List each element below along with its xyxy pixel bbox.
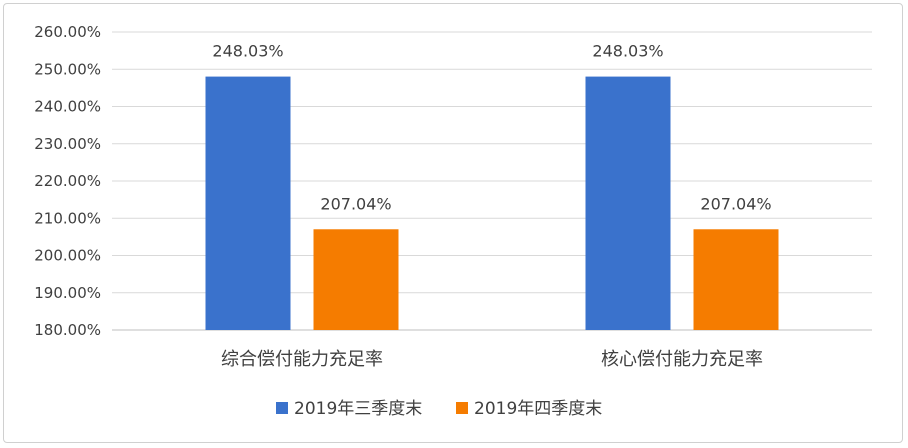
data-label: 207.04% [320, 194, 391, 213]
bar [205, 76, 291, 330]
y-tick-label: 210.00% [34, 209, 101, 227]
x-axis: 综合偿付能力充足率 核心偿付能力充足率 [221, 349, 763, 370]
legend-item: 2019年四季度末 [456, 399, 602, 419]
y-tick-label: 200.00% [34, 247, 101, 265]
x-category-label: 综合偿付能力充足率 [221, 349, 383, 370]
legend-item: 2019年三季度末 [276, 399, 422, 419]
data-label: 248.03% [592, 42, 663, 61]
y-tick-label: 180.00% [34, 321, 101, 339]
chart-frame [3, 3, 903, 443]
bars [205, 76, 779, 330]
data-label: 248.03% [212, 42, 283, 61]
y-tick-label: 260.00% [34, 23, 101, 41]
y-tick-label: 240.00% [34, 98, 101, 116]
y-tick-label: 250.00% [34, 60, 101, 78]
bar [313, 229, 399, 330]
y-tick-label: 230.00% [34, 135, 101, 153]
x-category-label: 核心偿付能力充足率 [601, 349, 763, 370]
legend-swatch [276, 402, 288, 414]
y-tick-label: 220.00% [34, 172, 101, 190]
legend-label: 2019年三季度末 [294, 399, 422, 419]
y-tick-label: 190.00% [34, 284, 101, 302]
legend-label: 2019年四季度末 [474, 399, 602, 419]
bar [585, 76, 671, 330]
bar [693, 229, 779, 330]
y-axis: 180.00% 190.00% 200.00% 210.00% 220.00% 230.0… [34, 23, 101, 339]
legend: 2019年三季度末 2019年四季度末 [276, 399, 602, 419]
legend-swatch [456, 402, 468, 414]
data-label: 207.04% [700, 194, 771, 213]
data-labels: 248.03% 207.04% 248.03% 207.04% [212, 42, 771, 214]
